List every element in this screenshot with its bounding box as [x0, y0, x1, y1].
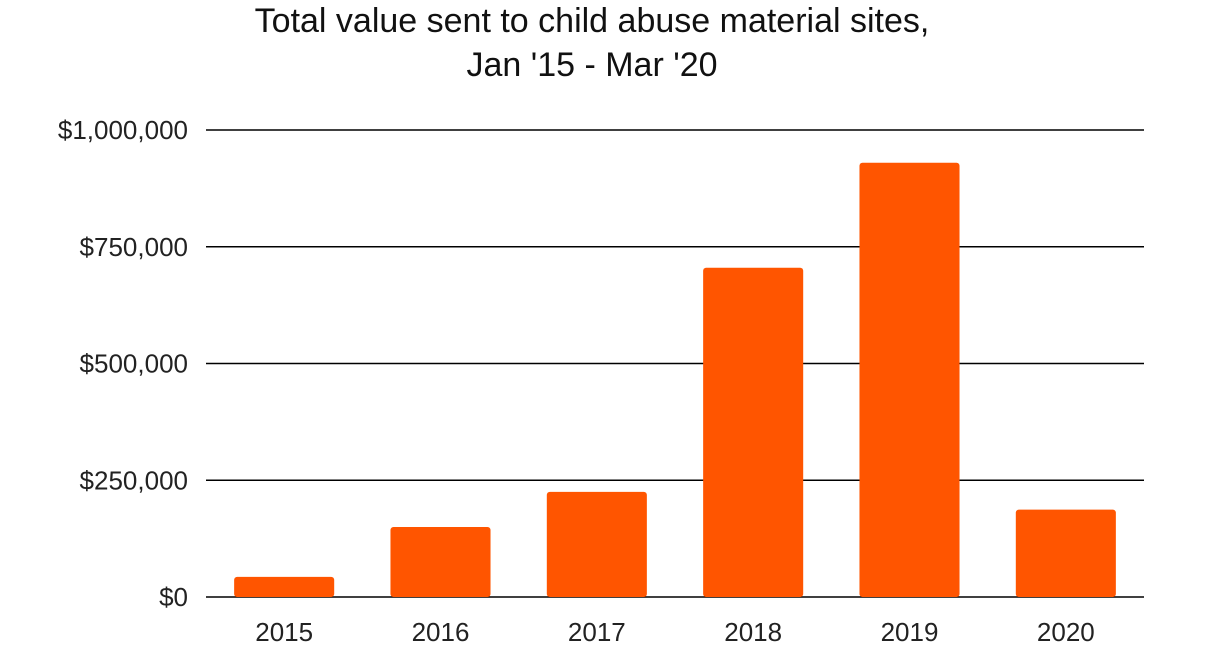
bar-2020: [1015, 509, 1116, 597]
bar-2019: [859, 162, 960, 597]
x-tick-label: 2019: [881, 617, 939, 647]
bar-2017: [546, 491, 647, 597]
chart-title-line-1: Total value sent to child abuse material…: [255, 2, 930, 40]
x-tick-label: 2015: [255, 617, 313, 647]
bars: [234, 162, 1116, 597]
bar-2016: [390, 526, 491, 597]
y-tick-label: $500,000: [80, 349, 188, 379]
chart-title-line-2: Jan '15 - Mar '20: [466, 46, 717, 84]
y-tick-label: $250,000: [80, 465, 188, 495]
x-axis-tick-labels: 2015 2016 2017 2018 2019 2020: [255, 617, 1095, 647]
bar-2018: [703, 267, 804, 597]
y-tick-label: $1,000,000: [58, 115, 188, 145]
x-tick-label: 2020: [1037, 617, 1095, 647]
bar-2015: [234, 576, 335, 597]
y-tick-label: $0: [159, 582, 188, 612]
x-tick-label: 2018: [724, 617, 782, 647]
x-tick-label: 2016: [412, 617, 470, 647]
y-axis-tick-labels: $0 $250,000 $500,000 $750,000 $1,000,000: [58, 115, 188, 612]
gridlines: [206, 129, 1144, 598]
chart-title: Total value sent to child abuse material…: [255, 2, 930, 84]
x-tick-label: 2017: [568, 617, 626, 647]
y-tick-label: $750,000: [80, 232, 188, 262]
